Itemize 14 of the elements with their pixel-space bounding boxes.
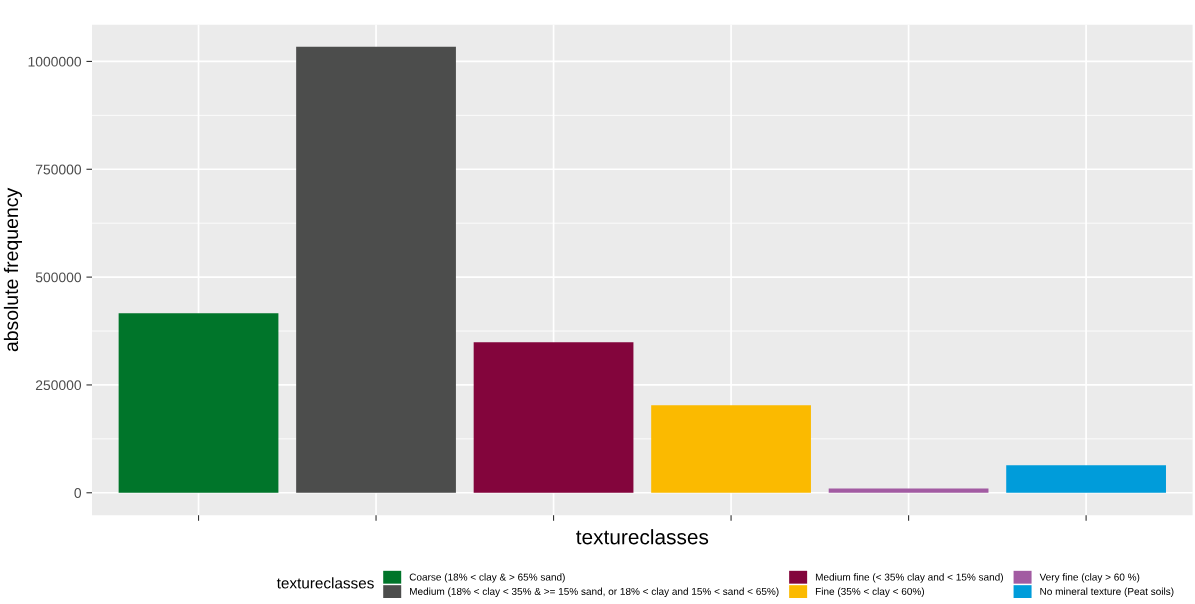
y-tick-label: 1000000 bbox=[28, 56, 82, 67]
legend-label: Very fine (clay > 60 %) bbox=[1039, 573, 1140, 583]
legend-label: Fine (35% < clay < 60%) bbox=[815, 587, 925, 597]
y-tick-label: 750000 bbox=[35, 164, 82, 175]
y-tick-label: 500000 bbox=[35, 272, 82, 283]
y-tick-label: 0 bbox=[74, 488, 82, 498]
legend-label: Coarse (18% < clay & > 65% sand) bbox=[409, 573, 565, 583]
y-axis-title: absolute frequency bbox=[3, 187, 22, 352]
legend-label: No mineral texture (Peat soils) bbox=[1040, 587, 1174, 597]
y-tick-label: 250000 bbox=[35, 380, 82, 391]
legend-label: Medium fine (< 35% clay and < 15% sand) bbox=[815, 573, 1003, 583]
x-axis-title: textureclasses bbox=[576, 529, 709, 545]
legend-title: textureclasses bbox=[276, 577, 374, 589]
legend-label: Medium (18% < clay < 35% & >= 15% sand, or 18% < clay and 15% < sand < 65%) bbox=[410, 587, 779, 597]
